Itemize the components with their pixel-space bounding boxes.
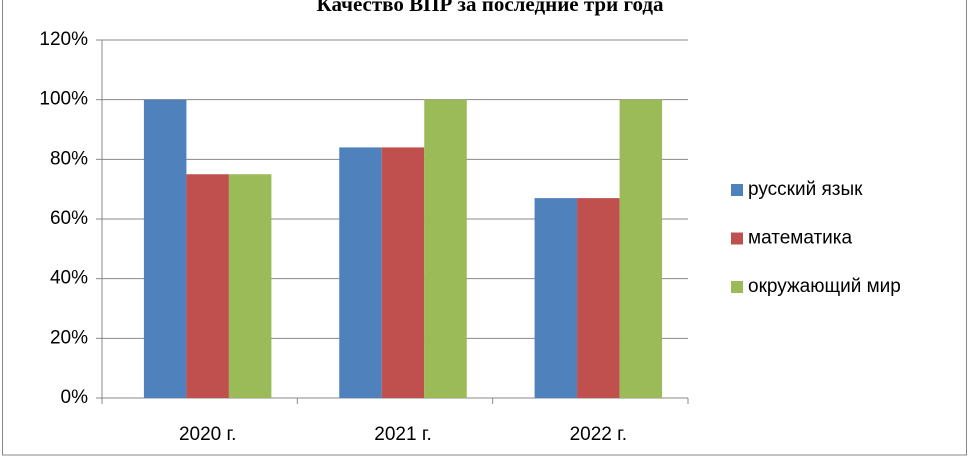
bar xyxy=(534,198,578,398)
bar xyxy=(186,174,229,398)
x-tick-label: 2021 г. xyxy=(374,424,431,445)
y-tick-label: 60% xyxy=(50,208,88,229)
legend-label: русский язык xyxy=(748,179,863,200)
y-tick-label: 40% xyxy=(50,268,88,289)
bar xyxy=(143,99,187,399)
bar xyxy=(577,198,620,398)
legend-label: окружающий мир xyxy=(748,276,901,297)
legend-swatch xyxy=(731,232,743,245)
bar xyxy=(619,99,663,399)
x-tick-label: 2022 г. xyxy=(570,424,627,445)
y-tick-label: 0% xyxy=(61,387,89,408)
bar xyxy=(381,147,425,398)
bar xyxy=(424,99,467,399)
x-tick-label: 2020 г. xyxy=(179,424,236,445)
bar xyxy=(339,147,382,398)
y-tick-label: 120% xyxy=(39,29,88,50)
bar xyxy=(228,174,272,398)
legend-swatch xyxy=(731,281,743,293)
y-tick-label: 20% xyxy=(50,327,88,348)
legend-label: математика xyxy=(748,228,853,249)
y-tick-label: 80% xyxy=(50,148,88,169)
legend-swatch xyxy=(731,184,743,196)
chart-title: Качество ВПР за последние три года xyxy=(317,0,664,16)
y-tick-label: 100% xyxy=(39,89,88,110)
